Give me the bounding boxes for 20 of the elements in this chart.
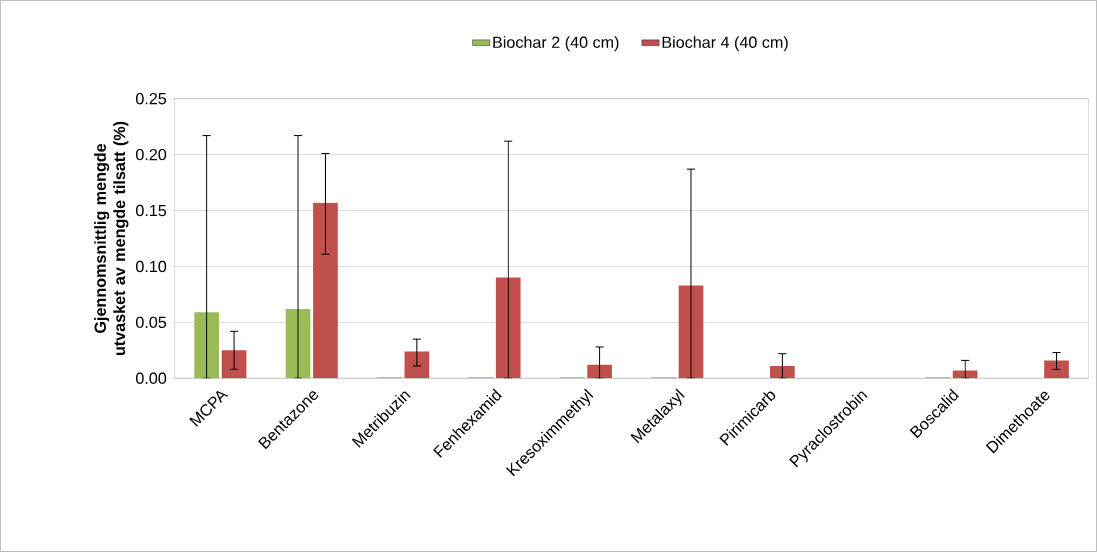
- bar: [770, 366, 795, 379]
- bar: [313, 202, 338, 379]
- bar: [495, 277, 521, 379]
- y-axis-title: Gjennomsnittlig mengde utvasket av mengde tilsatt (%): [94, 121, 129, 356]
- legend-label: Biochar 2 (40 cm): [493, 36, 619, 52]
- y-tick-label: 0.20: [135, 148, 167, 161]
- y-tick-label: 0.10: [135, 260, 167, 273]
- legend-label: Biochar 4 (40 cm): [662, 36, 788, 52]
- bar: [404, 351, 430, 379]
- bar: [1044, 360, 1069, 379]
- bar: [194, 312, 219, 379]
- y-tick-label: 0.25: [135, 92, 167, 105]
- y-tick-label: 0.00: [135, 372, 167, 385]
- bar: [587, 364, 612, 379]
- y-tick-label: 0.15: [135, 204, 167, 217]
- bar: [285, 308, 311, 379]
- bar: [952, 370, 978, 379]
- bar: [221, 350, 247, 379]
- bar: [678, 285, 704, 379]
- y-tick-label: 0.05: [135, 316, 167, 329]
